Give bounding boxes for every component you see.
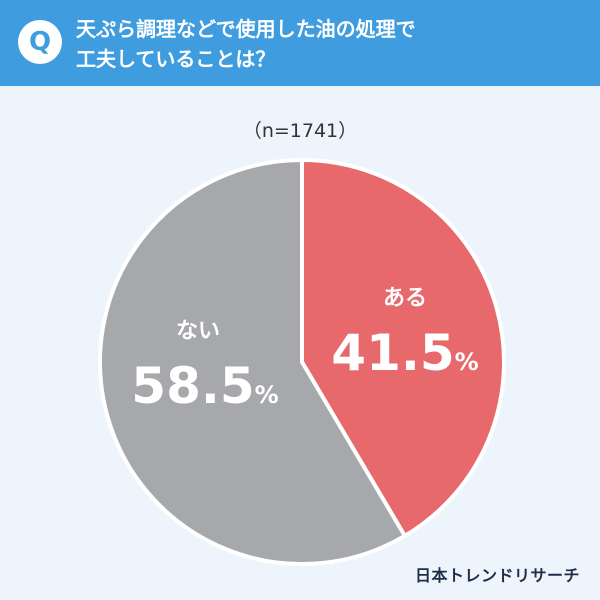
question-badge: Q xyxy=(18,20,62,64)
question-header: Q 天ぷら調理などで使用した油の処理で 工夫していることは？ xyxy=(0,0,600,86)
pie-slice-aru xyxy=(300,158,506,538)
pie-slice-nai xyxy=(98,158,407,566)
question-line-2: 工夫していることは？ xyxy=(76,47,276,71)
slice-category-label: ある xyxy=(383,286,427,311)
brand-logo: 日本トレンドリサーチ xyxy=(414,566,580,585)
slice-value-label: 58.5% xyxy=(131,357,278,415)
slice-value-label: 41.5% xyxy=(331,324,478,382)
sample-size-label: （n=1741） xyxy=(242,120,358,142)
question-text: 天ぷら調理などで使用した油の処理で 工夫していることは？ xyxy=(76,14,576,74)
question-badge-letter: Q xyxy=(28,27,52,57)
slice-category-label: ない xyxy=(176,319,220,344)
question-line-1: 天ぷら調理などで使用した油の処理で xyxy=(76,17,416,41)
